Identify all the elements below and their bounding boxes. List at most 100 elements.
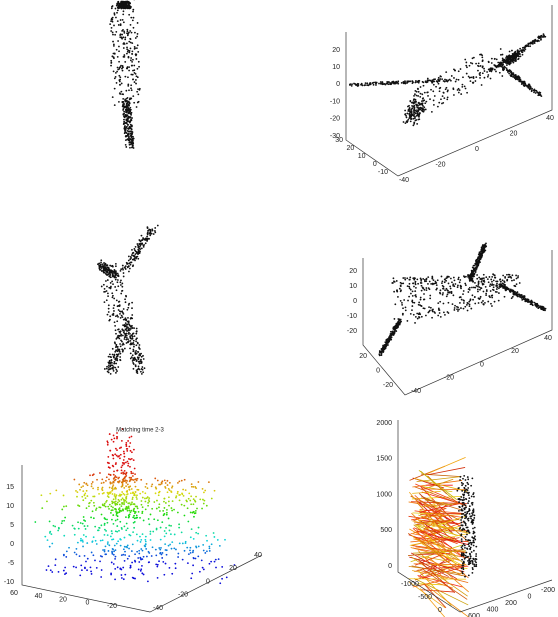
point bbox=[135, 106, 138, 108]
point bbox=[193, 512, 196, 515]
point bbox=[168, 504, 170, 507]
point bbox=[445, 79, 448, 81]
point bbox=[468, 558, 471, 560]
point bbox=[417, 118, 420, 121]
point bbox=[141, 549, 144, 552]
point bbox=[78, 505, 81, 507]
point bbox=[135, 58, 138, 60]
point bbox=[471, 519, 474, 522]
match-line bbox=[412, 550, 467, 554]
point bbox=[109, 282, 112, 284]
point bbox=[57, 571, 60, 573]
point bbox=[195, 495, 197, 498]
x-tick-label: 20 bbox=[510, 130, 518, 137]
point bbox=[126, 30, 129, 33]
point bbox=[458, 487, 460, 489]
point bbox=[175, 548, 177, 551]
point bbox=[381, 81, 384, 83]
point bbox=[411, 299, 414, 302]
point bbox=[73, 478, 76, 481]
point bbox=[531, 42, 534, 45]
point bbox=[116, 525, 119, 527]
point bbox=[176, 511, 179, 514]
point bbox=[404, 113, 407, 115]
point bbox=[84, 497, 87, 500]
point bbox=[477, 262, 480, 265]
point bbox=[108, 508, 110, 510]
x-tick-label: 0 bbox=[480, 361, 484, 368]
point bbox=[142, 573, 145, 576]
point bbox=[128, 533, 131, 536]
point bbox=[111, 550, 113, 553]
point bbox=[387, 83, 390, 86]
point bbox=[135, 496, 138, 499]
point bbox=[415, 286, 417, 289]
point bbox=[106, 270, 109, 272]
point bbox=[124, 4, 127, 6]
point bbox=[471, 568, 474, 571]
point bbox=[126, 5, 129, 8]
point bbox=[163, 497, 166, 500]
point bbox=[397, 322, 400, 325]
point bbox=[159, 510, 161, 512]
point bbox=[73, 551, 76, 554]
point bbox=[441, 282, 443, 285]
point bbox=[470, 484, 473, 487]
point bbox=[125, 445, 128, 447]
point bbox=[127, 306, 130, 309]
point bbox=[137, 557, 140, 559]
point bbox=[92, 495, 95, 498]
point bbox=[436, 81, 439, 83]
point bbox=[465, 551, 468, 554]
point bbox=[107, 304, 110, 307]
point bbox=[138, 552, 141, 555]
point bbox=[190, 483, 193, 486]
point bbox=[107, 550, 110, 552]
point bbox=[116, 11, 118, 14]
point bbox=[395, 81, 398, 84]
point bbox=[461, 524, 464, 527]
point bbox=[135, 369, 138, 372]
point bbox=[396, 325, 398, 328]
point bbox=[524, 298, 527, 301]
point bbox=[107, 456, 110, 458]
point bbox=[410, 292, 412, 295]
point bbox=[483, 70, 486, 72]
point bbox=[210, 497, 213, 500]
point bbox=[34, 521, 37, 523]
point bbox=[132, 510, 135, 513]
point bbox=[142, 555, 145, 558]
point bbox=[117, 309, 120, 311]
point bbox=[116, 515, 119, 518]
point bbox=[393, 318, 396, 320]
point bbox=[184, 542, 187, 545]
point bbox=[540, 36, 542, 39]
point bbox=[409, 100, 412, 103]
point bbox=[124, 298, 126, 301]
z-tick-label: 500 bbox=[380, 527, 392, 534]
point bbox=[468, 280, 471, 282]
point bbox=[422, 278, 425, 280]
point bbox=[119, 352, 122, 355]
point bbox=[115, 476, 118, 479]
point bbox=[118, 503, 121, 506]
match-line bbox=[418, 538, 469, 579]
point bbox=[112, 484, 115, 487]
x-tick-label: 0 bbox=[206, 578, 210, 585]
point bbox=[122, 548, 125, 551]
point bbox=[118, 6, 121, 9]
point bbox=[124, 131, 127, 134]
point bbox=[480, 84, 483, 86]
point bbox=[540, 307, 542, 310]
point bbox=[128, 49, 131, 52]
point bbox=[422, 105, 424, 107]
point bbox=[138, 65, 140, 68]
point bbox=[448, 78, 451, 81]
point bbox=[364, 82, 367, 84]
point bbox=[487, 281, 490, 284]
point bbox=[135, 478, 137, 480]
point bbox=[41, 507, 44, 510]
point bbox=[142, 244, 145, 247]
point bbox=[137, 488, 140, 491]
point bbox=[133, 327, 136, 330]
